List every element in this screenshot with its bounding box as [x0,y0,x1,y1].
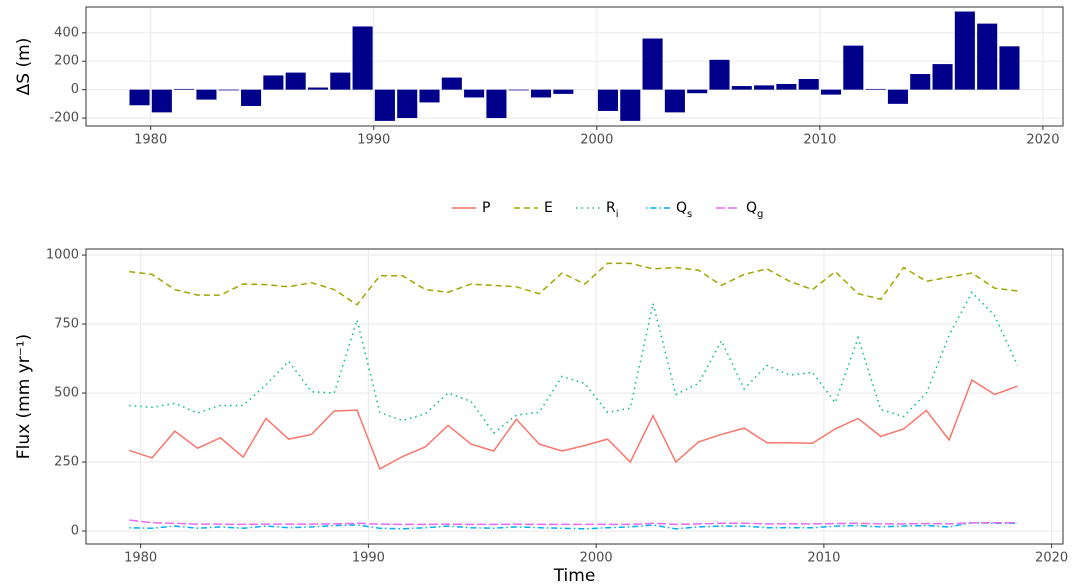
x-tick-label: 2000 [580,551,613,566]
y-tick-label: 500 [54,386,79,401]
bar [307,87,329,90]
bar [151,89,172,113]
bar [843,45,864,90]
x-tick-label: 2010 [807,551,840,566]
bar [731,86,752,90]
y-tick-label: -200 [49,111,79,126]
series-line [129,378,1018,471]
bar [285,72,306,90]
bar [397,89,418,119]
y-tick-label: 750 [54,317,79,332]
bar [263,75,284,90]
bar [932,64,953,90]
y-tick-label: 400 [54,25,79,40]
bar [486,89,507,119]
y-tick-label: 0 [71,524,79,539]
panel-background [86,7,1063,126]
bar [218,89,239,91]
bar [642,38,663,90]
y-axis-title: Flux (mm yr⁻¹) [14,334,34,459]
bar [129,89,150,106]
bar [174,88,195,90]
panel-border [85,6,1064,127]
bar [374,89,395,121]
bar [531,89,552,98]
x-tick-label: 2010 [803,133,836,148]
y-tick-label: 0 [71,82,79,97]
panel-border [85,248,1064,545]
x-tick-label: 2000 [580,133,613,148]
x-tick-label: 1980 [134,133,167,148]
y-tick-label: 250 [54,455,79,470]
bar [776,83,797,90]
legend-text: Ri [606,200,619,220]
bar [977,23,998,90]
legend-text: Qs [676,200,692,220]
bar [441,77,462,90]
bar [709,59,730,90]
series-line [129,519,1018,526]
bar [241,89,262,106]
bar [508,89,529,91]
x-axis-title: Time [553,566,596,586]
bar [910,74,931,90]
bar [196,89,217,100]
bar [419,89,440,103]
legend-text: P [482,200,490,216]
series-line [129,262,1018,306]
y-axis-title: ΔS (m) [14,38,34,96]
bar [330,72,351,90]
x-tick-label: 1990 [352,551,385,566]
bar [798,78,819,90]
x-tick-label: 1990 [357,133,390,148]
bar [954,11,975,90]
panel-background [86,249,1063,544]
bar [352,26,373,90]
bar [865,88,886,90]
bar [887,89,908,104]
y-tick-label: 1000 [46,248,79,263]
bar [754,85,775,90]
bar [620,89,641,121]
legend-text: Qg [746,200,763,220]
bar [820,89,842,95]
bar [687,89,708,94]
bar [999,46,1020,90]
bar [664,89,685,113]
bar [464,89,485,98]
y-tick-label: 200 [54,54,79,69]
bar [597,89,618,111]
x-tick-label: 2020 [1035,551,1068,566]
x-tick-label: 2020 [1026,133,1059,148]
x-tick-label: 1980 [124,551,157,566]
bar [553,89,574,94]
legend-text: E [544,200,553,216]
